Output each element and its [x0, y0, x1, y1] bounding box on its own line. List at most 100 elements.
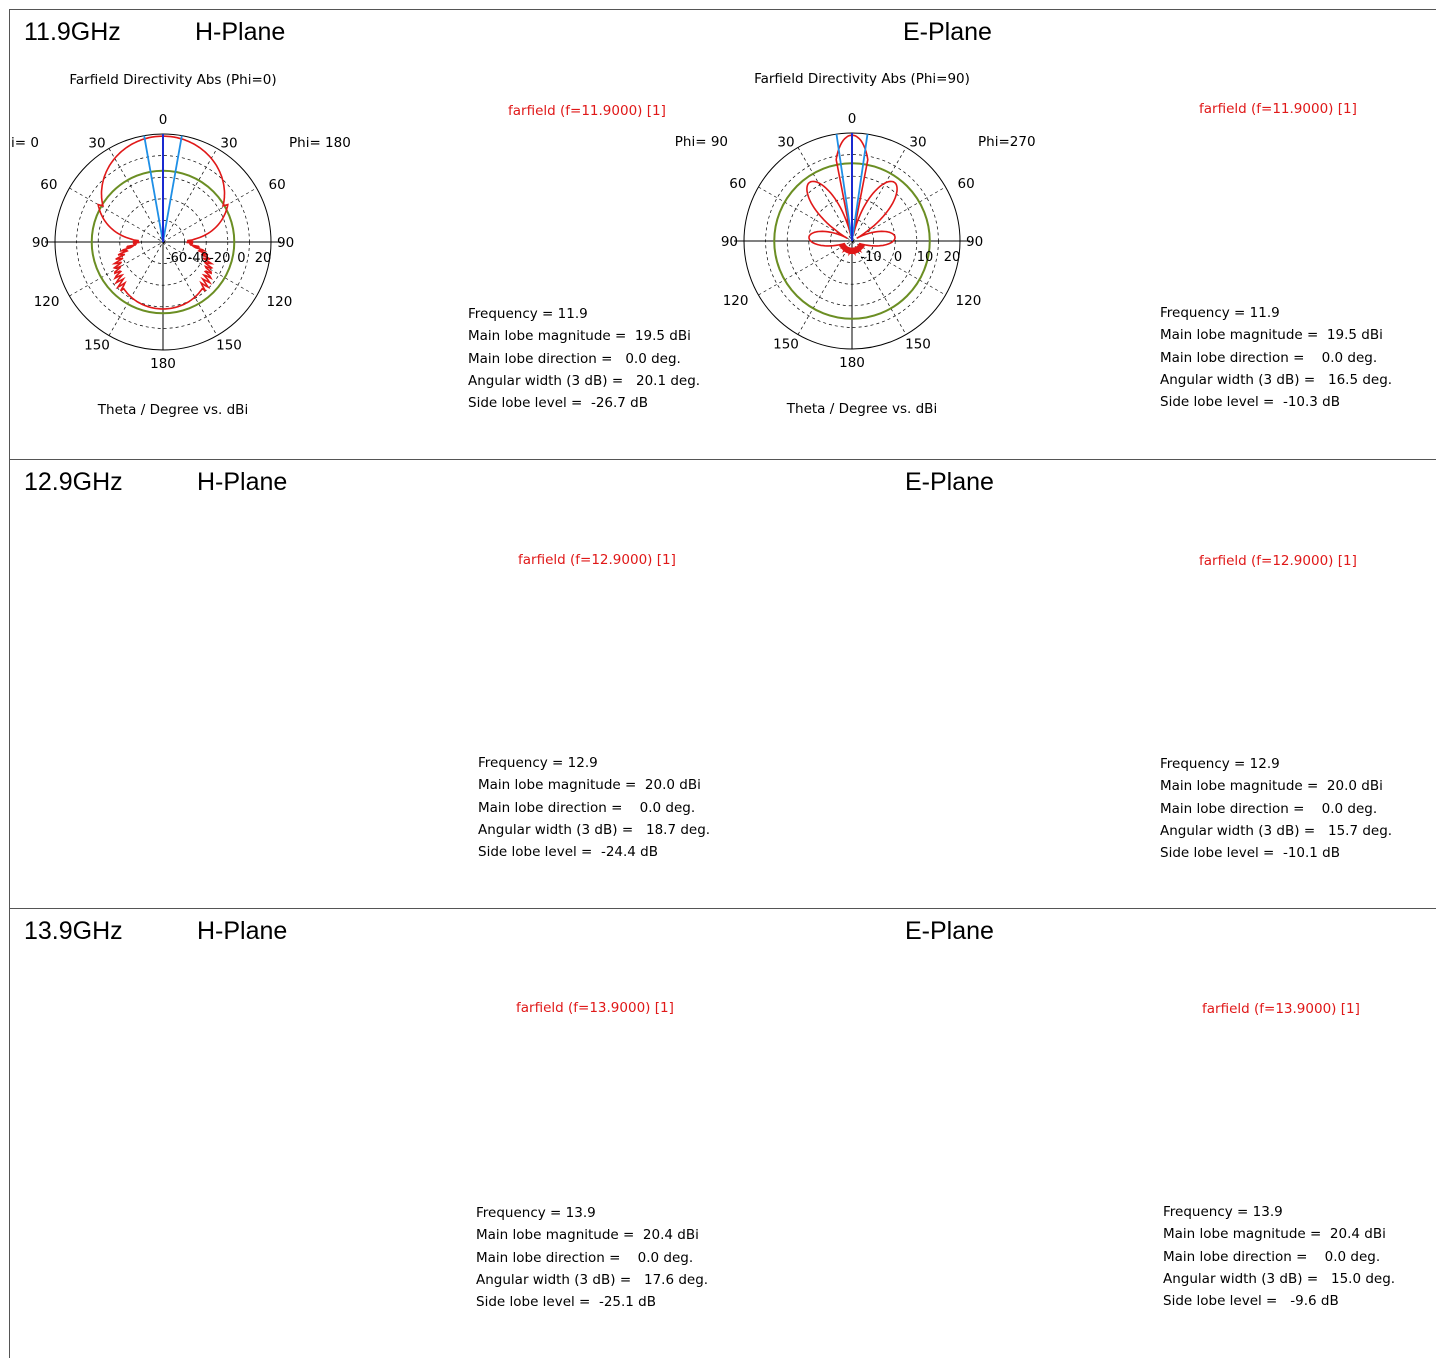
- phi-left-label: Phi= 90: [675, 134, 728, 150]
- radial-tick-label: -60: [166, 251, 187, 266]
- e-plane-polar-plot: 0 30 30 60 60 90 90 120 120 150 150 180 -10 0 10 20 Phi=…: [675, 71, 1036, 417]
- info-line: Main lobe magnitude = 20.0 dBi: [1160, 778, 1383, 795]
- h-info-block: Frequency = 11.9 Main lobe magnitude = 19…: [468, 303, 700, 414]
- angle-label: 150: [773, 337, 799, 353]
- info-line: Frequency = 11.9: [1160, 305, 1280, 321]
- phi-right-label: Phi= 180: [289, 135, 351, 151]
- info-line: Side lobe level = -26.7 dB: [468, 395, 649, 412]
- e-legend: farfield (f=11.9000) [1]: [1199, 101, 1357, 117]
- angle-label: 120: [267, 294, 293, 310]
- e-info-block: Frequency = 11.9 Main lobe magnitude = 19…: [1160, 302, 1392, 413]
- info-line: Main lobe direction = 0.0 deg.: [1163, 1248, 1381, 1265]
- x-axis-label: Theta / Degree vs. dBi: [97, 402, 248, 418]
- angle-label: 60: [729, 176, 746, 192]
- info-line: Main lobe magnitude = 20.4 dBi: [476, 1227, 699, 1244]
- row-charts: 0 30 30 60 60 90 90 120 120 150 150 180 -60 -40 -20 0 20…: [10, 71, 1036, 418]
- h-info-block: Frequency = 12.9 Main lobe magnitude = 20…: [478, 752, 710, 863]
- angle-label: 60: [40, 177, 57, 193]
- result-row: 0 30 30 60 60 90 90 120 120 150 150 180 -60 -40 -20 0 20…: [9, 9, 1436, 459]
- angle-label: 30: [777, 134, 794, 150]
- phi-right-label: Phi=270: [978, 134, 1036, 150]
- h-legend: farfield (f=11.9000) [1]: [508, 103, 666, 119]
- info-line: Angular width (3 dB) = 18.7 deg.: [478, 821, 711, 838]
- info-line: Side lobe level = -24.4 dB: [478, 844, 659, 861]
- info-line: Main lobe magnitude = 19.5 dBi: [468, 328, 691, 345]
- angle-label: 30: [220, 135, 237, 151]
- result-row: 0303060609090120120150150180-60-35-10154…: [9, 908, 1436, 1358]
- h-plane-label: H-Plane: [195, 18, 286, 46]
- h-plane-label: H-Plane: [197, 917, 288, 945]
- h-legend: farfield (f=13.9000) [1]: [516, 1000, 674, 1016]
- info-line: Main lobe direction = 0.0 deg.: [1160, 800, 1378, 817]
- e-plane-label: E-Plane: [905, 468, 994, 496]
- info-line: Frequency = 12.9: [1160, 756, 1280, 772]
- h-legend: farfield (f=12.9000) [1]: [518, 552, 676, 568]
- angle-label: 180: [839, 355, 865, 371]
- x-axis-label: Theta / Degree vs. dBi: [786, 401, 937, 417]
- angle-label: 90: [966, 234, 983, 250]
- angle-label: 0: [848, 111, 857, 127]
- plot-title: Farfield Directivity Abs (Phi=90): [754, 71, 970, 87]
- info-line: Side lobe level = -10.1 dB: [1160, 845, 1341, 862]
- info-line: Frequency = 11.9: [468, 306, 588, 322]
- beam-edge-line: [143, 135, 164, 243]
- info-line: Angular width (3 dB) = 17.6 deg.: [476, 1271, 709, 1288]
- info-line: Frequency = 13.9: [476, 1205, 596, 1221]
- angle-label: 90: [277, 235, 294, 251]
- angle-label: 150: [84, 338, 110, 354]
- angle-label: 90: [32, 235, 49, 251]
- directivity-pattern: [806, 134, 898, 257]
- angle-label: 60: [269, 177, 286, 193]
- info-line: Angular width (3 dB) = 15.0 deg.: [1163, 1270, 1396, 1287]
- info-line: Angular width (3 dB) = 20.1 deg.: [468, 372, 701, 389]
- frequency-label: 12.9GHz: [24, 468, 123, 496]
- e-legend: farfield (f=13.9000) [1]: [1202, 1001, 1360, 1017]
- angle-label: 30: [88, 135, 105, 151]
- angle-label: 120: [34, 294, 60, 310]
- result-row: 0303060609090120120150150180-60-35-10154…: [9, 459, 1436, 909]
- h-plane-label: H-Plane: [197, 468, 288, 496]
- beam-edge-line: [162, 135, 183, 243]
- frequency-label: 11.9GHz: [24, 18, 121, 46]
- radial-tick-label: 10: [917, 250, 934, 265]
- info-line: Frequency = 12.9: [478, 755, 598, 771]
- info-line: Side lobe level = -10.3 dB: [1160, 394, 1341, 411]
- info-line: Main lobe direction = 0.0 deg.: [1160, 349, 1378, 366]
- e-info-block: Frequency = 13.9 Main lobe magnitude = 20…: [1163, 1201, 1395, 1312]
- grid-spoke: [797, 147, 907, 335]
- info-line: Main lobe direction = 0.0 deg.: [478, 799, 696, 816]
- directivity-pattern: [97, 135, 229, 310]
- info-line: Angular width (3 dB) = 16.5 deg.: [1160, 371, 1393, 388]
- radial-tick-label: 0: [894, 250, 902, 265]
- plot-title: Farfield Directivity Abs (Phi=0): [69, 72, 276, 88]
- e-legend: farfield (f=12.9000) [1]: [1199, 553, 1357, 569]
- angle-label: 120: [956, 293, 982, 309]
- h-plane-polar-plot: 0 30 30 60 60 90 90 120 120 150 150 180 -60 -40 -20 0 20…: [10, 72, 351, 418]
- radial-tick-label: 20: [944, 250, 961, 265]
- info-line: Angular width (3 dB) = 15.7 deg.: [1160, 822, 1393, 839]
- radial-tick-label: 0: [237, 251, 245, 266]
- info-line: Frequency = 13.9: [1163, 1204, 1283, 1220]
- radial-tick-label: 20: [255, 251, 272, 266]
- angle-label: 120: [723, 293, 749, 309]
- angle-label: 30: [909, 134, 926, 150]
- info-line: Main lobe direction = 0.0 deg.: [476, 1249, 694, 1266]
- info-line: Side lobe level = -9.6 dB: [1163, 1293, 1339, 1310]
- info-line: Main lobe direction = 0.0 deg.: [468, 350, 681, 367]
- h-info-block: Frequency = 13.9 Main lobe magnitude = 20…: [476, 1202, 708, 1313]
- angle-label: 150: [905, 337, 931, 353]
- e-plane-label: E-Plane: [903, 18, 992, 46]
- beam-edge-line: [851, 133, 869, 242]
- angle-label: 90: [721, 234, 738, 250]
- info-line: Side lobe level = -25.1 dB: [476, 1294, 657, 1311]
- radial-tick-label: -10: [860, 250, 881, 265]
- frequency-label: 13.9GHz: [24, 917, 123, 945]
- phi-left-label: Phi= 0: [10, 135, 39, 151]
- e-info-block: Frequency = 12.9 Main lobe magnitude = 20…: [1160, 753, 1392, 864]
- angle-label: 180: [150, 356, 176, 372]
- info-line: Main lobe magnitude = 20.4 dBi: [1163, 1226, 1386, 1243]
- angle-label: 150: [216, 338, 242, 354]
- angle-label: 60: [958, 176, 975, 192]
- radial-tick-label: -20: [209, 251, 230, 266]
- beam-edge-line: [835, 133, 853, 242]
